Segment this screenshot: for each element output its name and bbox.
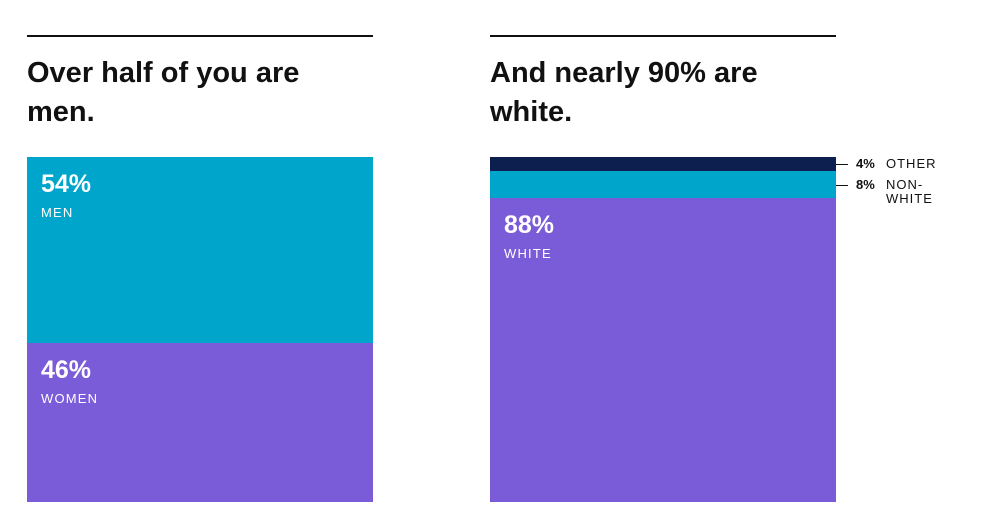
segment-label: NON-WHITE (886, 176, 933, 206)
top-rule (490, 35, 836, 37)
top-rule (27, 35, 373, 37)
leader-line (836, 163, 848, 165)
bar-segment (27, 157, 373, 344)
bar-segment (490, 157, 836, 171)
bar-segment (27, 343, 373, 502)
value-label: 54% (41, 170, 92, 198)
leader-line (836, 184, 848, 186)
bar-segment (490, 170, 836, 199)
chart-panel: Over half of you are men. 54% MEN 46% WOMEN (27, 0, 373, 519)
bar-segment (490, 198, 836, 502)
value-label: 8% (856, 176, 875, 192)
chart-title: And nearly 90% are white. (490, 57, 758, 128)
chart-panel: And nearly 90% are white. 4% OTHER 8% NON-W… (490, 0, 936, 519)
segment-label: WHITE (504, 246, 552, 262)
value-label: 88% (504, 211, 555, 240)
value-label: 4% (856, 155, 875, 171)
value-label: 46% (41, 356, 92, 385)
segment-label: WOMEN (41, 391, 99, 407)
chart-title: Over half of you are men. (27, 57, 300, 128)
segment-label: OTHER (886, 155, 937, 171)
segment-label: MEN (41, 205, 74, 220)
